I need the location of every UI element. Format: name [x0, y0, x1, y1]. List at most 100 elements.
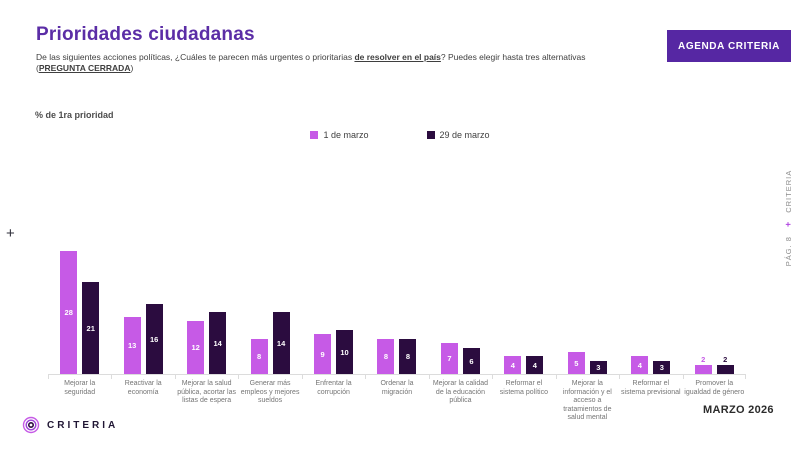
bar: 7 — [440, 343, 458, 374]
bar: 10 — [336, 330, 354, 374]
criteria-logo-icon — [22, 416, 40, 434]
bar: 3 — [589, 361, 607, 374]
bar-pair: 28 21 — [48, 243, 112, 379]
category-label: Reformar el sistema previsional — [621, 380, 681, 396]
legend-label-series2: 29 de marzo — [439, 130, 490, 140]
side-vertical-text: PÁG. 8 + CRITERIA — [783, 162, 793, 274]
bar: 21 — [82, 282, 100, 374]
bar: 3 — [653, 361, 671, 374]
bar-value-label: 28 — [64, 308, 73, 317]
bar-value-label: 5 — [574, 358, 579, 368]
bar: 2 — [716, 355, 734, 374]
report-date: MARZO 2026 — [703, 404, 774, 416]
side-brand-label: CRITERIA — [784, 169, 793, 213]
bar-group: 4 3 Reformar el sistema previsional — [619, 243, 683, 423]
bar: 16 — [145, 304, 163, 374]
bar-pair: 9 10 — [301, 243, 366, 379]
bar-group: 2 2 Promover la igualdad de género — [682, 243, 747, 423]
category-label: Reactivar la economía — [124, 380, 162, 396]
bar-value-label: 7 — [447, 354, 452, 363]
legend-item-1-de-marzo: 1 de marzo — [310, 130, 369, 140]
bar: 13 — [123, 317, 141, 374]
bar-pair: 12 14 — [174, 243, 239, 379]
legend-label-series1: 1 de marzo — [323, 130, 369, 140]
bar: 8 — [377, 339, 395, 374]
category-label: Mejorar la seguridad — [64, 380, 96, 396]
bar-value-label: 14 — [213, 338, 222, 348]
bar-value-label: 2 — [723, 355, 728, 364]
bar-value-label: 14 — [276, 338, 286, 348]
bar-pair: 13 16 — [111, 243, 175, 379]
category-label: Enfrentar la corrupción — [315, 380, 352, 396]
bar-value-label: 3 — [659, 363, 664, 372]
bar-value-label: 3 — [596, 363, 601, 372]
bar-value-label: 2 — [701, 355, 706, 364]
category-label: Promover la igualdad de género — [684, 380, 745, 396]
bar-group: 7 6 Mejorar la calidad de la educación púb… — [428, 243, 493, 423]
legend-swatch-series1 — [310, 131, 319, 139]
category-label: Mejorar la información y el acceso a tra… — [562, 380, 612, 421]
bar: 14 — [209, 312, 227, 374]
bar-chart-groups: 28 21 Mejorar la seguridad 13 16 Reactivar la… — [48, 243, 747, 423]
subtitle-text-2: ? Puedes elegir hasta tres alternativas … — [36, 52, 586, 73]
bar: 12 — [187, 321, 205, 374]
bar: 8 — [399, 339, 417, 374]
bar-chart: 28 21 Mejorar la seguridad 13 16 Reactivar la… — [48, 243, 747, 423]
agenda-criteria-button[interactable]: AGENDA CRITERIA — [667, 30, 791, 62]
category-label: Reformar el sistema político — [499, 380, 549, 396]
bar: 2 — [694, 355, 712, 374]
subtitle-text-3: ) — [130, 63, 134, 73]
bar-group: 8 8 Ordenar la migración — [365, 243, 429, 423]
subtitle-text-1: De las siguientes acciones políticas, ¿C… — [36, 52, 355, 62]
chart-legend: 1 de marzo 29 de marzo — [0, 130, 800, 140]
category-label: Ordenar la migración — [380, 380, 414, 396]
bar-value-label: 6 — [469, 356, 474, 366]
bar-value-label: 4 — [637, 360, 642, 370]
criteria-logo: CRITERIA — [22, 416, 118, 434]
bar: 4 — [631, 356, 649, 374]
bar-group: 9 10 Enfrentar la corrupción — [301, 243, 366, 423]
bar-value-label: 4 — [510, 360, 515, 370]
legend-swatch-series2 — [426, 131, 435, 139]
bar: 5 — [567, 352, 585, 374]
bar-value-label: 16 — [150, 334, 159, 344]
bar-value-label: 8 — [405, 352, 411, 361]
page-subtitle: De las siguientes acciones políticas, ¿C… — [36, 52, 601, 74]
subtitle-emphasis-2: PREGUNTA CERRADA — [38, 63, 131, 73]
bar-value-label: 9 — [320, 349, 325, 359]
bar-group: 13 16 Reactivar la economía — [111, 243, 175, 423]
side-plus-icon: + — [783, 221, 793, 228]
side-page-number: PÁG. 8 — [784, 236, 793, 267]
bar-group: 12 14 Mejorar la salud pública, acortar la… — [174, 243, 239, 423]
criteria-logo-text: CRITERIA — [47, 419, 119, 431]
bar-value-label: 8 — [383, 352, 389, 361]
bar: 4 — [504, 356, 522, 374]
subtitle-emphasis-1: de resolver en el país — [354, 52, 441, 62]
bar-pair: 8 14 — [238, 243, 302, 379]
bar-value-label: 4 — [532, 360, 537, 370]
bar: 4 — [526, 356, 544, 374]
bar-group: 28 21 Mejorar la seguridad — [48, 243, 112, 423]
bar-group: 8 14 Generar más empleos y mejores sueldos — [238, 243, 302, 423]
bar-group: 5 3 Mejorar la información y el acceso a t… — [555, 243, 620, 423]
bar-value-label: 10 — [340, 347, 349, 357]
bar-value-label: 8 — [256, 352, 262, 361]
bar-value-label: 13 — [128, 341, 137, 350]
page-title: Prioridades ciudadanas — [36, 24, 255, 45]
category-label: Mejorar la calidad de la educación públi… — [432, 380, 489, 404]
bar: 8 — [250, 339, 268, 374]
bar: 9 — [314, 334, 332, 374]
plus-decoration-icon: + — [6, 225, 15, 242]
chart-unit-label: % de 1ra prioridad — [35, 110, 114, 120]
category-label: Mejorar la salud pública, acortar las li… — [177, 380, 237, 404]
bar-value-label: 12 — [191, 343, 200, 352]
legend-item-29-de-marzo: 29 de marzo — [426, 130, 490, 140]
bar: 6 — [462, 348, 480, 374]
